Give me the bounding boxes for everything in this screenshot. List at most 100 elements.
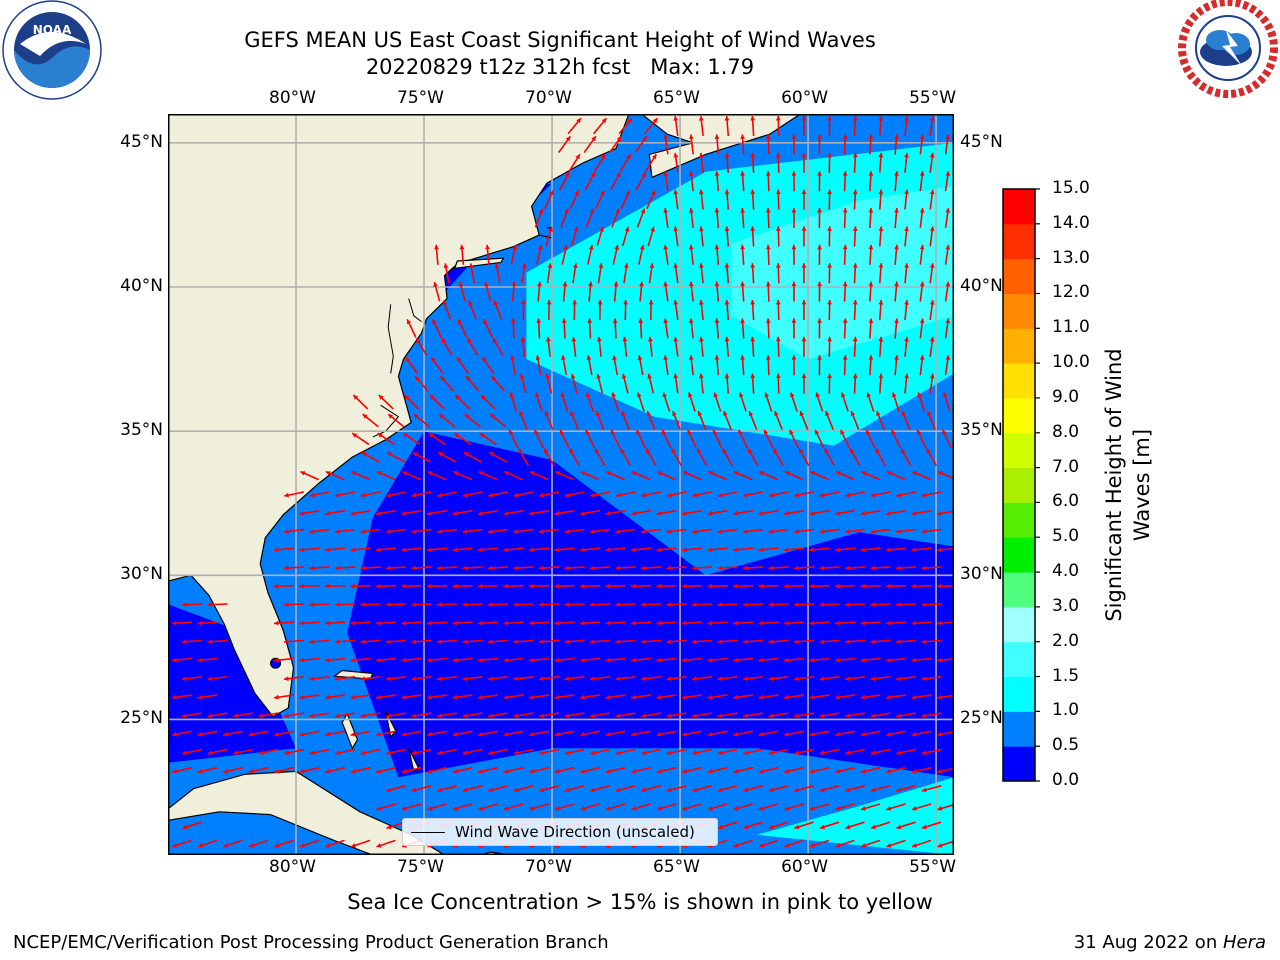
wave-direction-arrow bbox=[350, 509, 371, 516]
long-island-land bbox=[453, 257, 505, 270]
colorbar-segment bbox=[1003, 258, 1035, 294]
wave-direction-arrow bbox=[274, 766, 294, 774]
wave-direction-arrow bbox=[662, 392, 671, 412]
wave-direction-arrow bbox=[605, 547, 626, 553]
wave-direction-arrow bbox=[673, 299, 679, 321]
wave-direction-arrow bbox=[503, 766, 524, 774]
wave-direction-arrow bbox=[589, 528, 611, 534]
wave-direction-arrow bbox=[207, 712, 228, 719]
wave-direction-arrow bbox=[733, 730, 753, 737]
wave-direction-arrow bbox=[360, 565, 381, 571]
wave-direction-arrow bbox=[740, 207, 745, 229]
wave-direction-arrow bbox=[673, 189, 679, 210]
wave-direction-arrow bbox=[900, 448, 912, 467]
wave-direction-arrow bbox=[223, 839, 243, 848]
wave-direction-arrow bbox=[876, 410, 885, 430]
wave-direction-arrow bbox=[439, 375, 455, 392]
wave-direction-arrow bbox=[376, 803, 396, 811]
wave-direction-arrow bbox=[375, 620, 397, 626]
wave-direction-arrow bbox=[590, 491, 610, 498]
wave-direction-arrow bbox=[868, 244, 874, 265]
wave-direction-arrow bbox=[352, 394, 369, 410]
wave-direction-arrow bbox=[273, 620, 295, 626]
wave-direction-arrow bbox=[765, 171, 771, 192]
wave-direction-arrow bbox=[758, 470, 779, 481]
colorbar-tick-label: 2.0 bbox=[1052, 630, 1080, 651]
wave-direction-arrow bbox=[921, 748, 942, 756]
wave-direction-arrow bbox=[663, 281, 669, 302]
wave-direction-arrow bbox=[223, 766, 243, 774]
wave-direction-arrow bbox=[827, 152, 832, 173]
wave-direction-arrow bbox=[835, 730, 855, 737]
wave-direction-arrow bbox=[350, 694, 371, 700]
wave-direction-arrow bbox=[691, 602, 713, 607]
wave-direction-arrow bbox=[594, 448, 606, 467]
wave-direction-arrow bbox=[587, 244, 594, 265]
wave-direction-arrow bbox=[485, 244, 490, 265]
wave-direction-arrow bbox=[689, 134, 694, 155]
wave-direction-arrow bbox=[656, 766, 677, 774]
wave-direction-arrow bbox=[630, 694, 652, 700]
wave-direction-arrow bbox=[360, 712, 381, 719]
wave-direction-arrow bbox=[453, 432, 472, 446]
wave-direction-arrow bbox=[334, 565, 356, 571]
wave-direction-arrow bbox=[742, 639, 764, 644]
wave-direction-arrow bbox=[775, 263, 781, 284]
wave-direction-arrow bbox=[385, 712, 407, 719]
wave-direction-arrow bbox=[487, 639, 509, 644]
wave-direction-arrow bbox=[258, 712, 279, 719]
wave-direction-arrow bbox=[860, 694, 881, 700]
wave-direction-arrow bbox=[411, 748, 432, 756]
lat-label-left: 30°N bbox=[120, 564, 163, 585]
wave-direction-arrow bbox=[637, 355, 644, 376]
colorbar-tick-label: 9.0 bbox=[1052, 386, 1080, 407]
colorbar-segment bbox=[1003, 293, 1035, 329]
wave-direction-arrow bbox=[717, 676, 738, 682]
footer-date: 31 Aug 2022 on Hera bbox=[1074, 932, 1266, 953]
wave-direction-arrow bbox=[648, 299, 654, 321]
wave-direction-arrow bbox=[646, 190, 656, 210]
wave-direction-arrow bbox=[605, 509, 626, 516]
wave-direction-arrow bbox=[835, 470, 855, 481]
wave-direction-arrow bbox=[477, 547, 499, 553]
wave-direction-arrow bbox=[584, 172, 596, 191]
wave-direction-arrow bbox=[663, 171, 669, 192]
wave-direction-arrow bbox=[589, 602, 611, 607]
wave-direction-arrow bbox=[452, 509, 473, 516]
wave-direction-arrow bbox=[283, 639, 305, 644]
wave-direction-arrow bbox=[544, 410, 554, 430]
wave-direction-arrow bbox=[819, 748, 840, 756]
wave-direction-arrow bbox=[911, 620, 932, 626]
wave-direction-arrow bbox=[817, 281, 822, 302]
wave-direction-arrow bbox=[878, 226, 884, 247]
wave-direction-arrow bbox=[406, 319, 417, 338]
wave-direction-arrow bbox=[783, 620, 805, 626]
wave-direction-arrow bbox=[559, 429, 570, 449]
wave-direction-arrow bbox=[768, 639, 789, 644]
wave-direction-arrow bbox=[309, 712, 330, 719]
wave-direction-arrow bbox=[299, 470, 320, 481]
wave-direction-arrow bbox=[682, 470, 702, 481]
wave-direction-arrow bbox=[570, 373, 578, 394]
wave-direction-arrow bbox=[299, 839, 320, 848]
colorbar-tick-label: 3.0 bbox=[1052, 595, 1080, 616]
wave-direction-arrow bbox=[681, 620, 703, 626]
wave-direction-arrow bbox=[788, 429, 800, 449]
wave-direction-arrow bbox=[791, 318, 797, 339]
wave-direction-arrow bbox=[513, 712, 534, 719]
wave-direction-arrow bbox=[387, 413, 405, 428]
wave-direction-arrow bbox=[819, 676, 840, 682]
wave-direction-arrow bbox=[714, 355, 720, 376]
wave-direction-arrow bbox=[794, 748, 814, 756]
wave-direction-arrow bbox=[360, 528, 381, 534]
wave-direction-arrow bbox=[791, 355, 797, 376]
wave-direction-arrow bbox=[707, 803, 728, 811]
wave-direction-arrow bbox=[428, 432, 446, 446]
wave-direction-arrow bbox=[886, 839, 906, 848]
wave-direction-arrow bbox=[562, 281, 568, 302]
wave-direction-arrow bbox=[630, 620, 652, 626]
wave-direction-arrow bbox=[814, 429, 825, 449]
wave-direction-arrow bbox=[768, 676, 789, 682]
wave-direction-arrow bbox=[590, 785, 610, 793]
wave-direction-arrow bbox=[386, 491, 406, 498]
